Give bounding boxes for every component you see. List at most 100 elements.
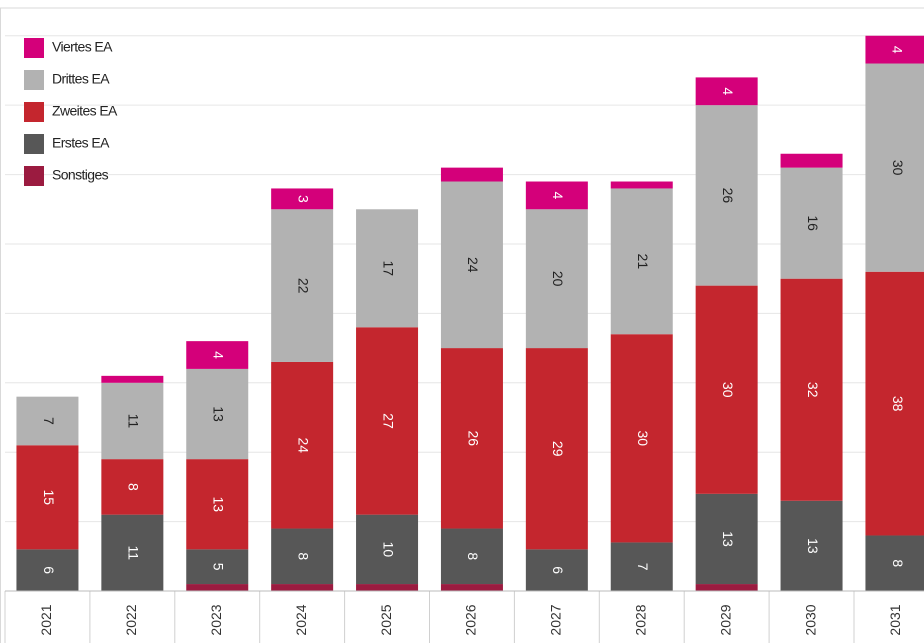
bar-segment	[16, 445, 79, 550]
bar-segment	[780, 278, 843, 501]
bar-segment	[695, 77, 758, 106]
bar-segment	[780, 167, 843, 279]
data-label: 4	[211, 351, 227, 359]
bar-segment	[865, 271, 924, 536]
data-label: 8	[890, 559, 906, 567]
data-label: 13	[211, 406, 227, 422]
data-label: 16	[805, 215, 821, 231]
bar-segment	[186, 341, 249, 369]
x-tick-label: 2031	[887, 604, 903, 635]
bar-segment	[695, 105, 758, 286]
legend-swatch	[24, 102, 44, 122]
data-label: 32	[805, 382, 821, 398]
x-tick-label: 2028	[632, 604, 648, 635]
data-label: 4	[890, 46, 906, 54]
bar-segment	[610, 542, 673, 591]
bar-segment	[865, 535, 924, 591]
data-label: 20	[550, 271, 566, 287]
data-label: 8	[126, 483, 142, 491]
x-tick-label: 2027	[548, 604, 564, 635]
data-label: 17	[380, 260, 396, 276]
legend-swatch	[24, 166, 44, 186]
bar-segment	[271, 528, 334, 585]
bar-segment	[440, 584, 503, 591]
bar-segment	[101, 382, 164, 460]
x-tick-label: 2024	[293, 604, 309, 635]
bar-segment	[525, 181, 588, 210]
data-label: 11	[126, 414, 142, 429]
data-label: 22	[295, 278, 311, 294]
data-label: 38	[890, 396, 906, 412]
bar-segment	[101, 459, 164, 515]
legend-label: Erstes EA	[52, 135, 110, 151]
bar-segment	[525, 348, 588, 550]
data-label: 15	[41, 490, 57, 506]
bar-segment	[610, 334, 673, 543]
legend-swatch	[24, 134, 44, 154]
bar-segment	[186, 584, 249, 591]
bar-segment	[610, 188, 673, 335]
bar-segment	[356, 209, 419, 328]
bar-segment	[525, 549, 588, 591]
legend-label: Sonstiges	[52, 167, 109, 183]
bar-segment	[271, 361, 334, 529]
legend-swatch	[24, 38, 44, 58]
x-tick-label: 2030	[802, 604, 818, 635]
data-label: 24	[465, 257, 481, 273]
data-label: 30	[890, 160, 906, 176]
bar-segment	[271, 584, 334, 591]
bar-segment	[865, 63, 924, 272]
data-label: 8	[465, 552, 481, 560]
data-label: 24	[295, 437, 311, 453]
data-label: 3	[295, 195, 311, 203]
bar-segment	[440, 181, 503, 349]
legend-label: Viertes EA	[52, 39, 113, 55]
data-label: 10	[380, 542, 396, 558]
legend-label: Zweites EA	[52, 103, 118, 119]
bar-segment	[780, 153, 843, 168]
data-label: 11	[126, 546, 142, 561]
data-label: 26	[465, 431, 481, 447]
data-label: 29	[550, 441, 566, 457]
bar-segment	[356, 327, 419, 515]
bar-segment	[780, 500, 843, 591]
data-label: 7	[635, 563, 651, 571]
legend-label: Drittes EA	[52, 71, 110, 87]
x-tick-label: 2023	[208, 604, 224, 635]
x-tick-label: 2029	[717, 604, 733, 635]
x-tick-label: 2021	[38, 604, 54, 635]
x-tick-label: 2026	[463, 604, 479, 635]
data-label: 5	[211, 563, 227, 571]
bar-segment	[186, 549, 249, 585]
bar-segment	[525, 209, 588, 349]
data-label: 30	[635, 431, 651, 447]
data-label: 8	[295, 552, 311, 560]
data-label: 7	[41, 417, 57, 425]
bar-segment	[16, 396, 79, 446]
bar-segment	[271, 188, 334, 210]
bar-segment	[865, 35, 924, 64]
bar-segment	[356, 514, 419, 585]
x-tick-label: 2022	[123, 604, 139, 635]
data-label: 4	[720, 87, 736, 95]
bar-segment	[695, 285, 758, 494]
bar-segment	[356, 584, 419, 591]
x-tick-label: 2025	[378, 604, 394, 635]
data-label: 26	[720, 188, 736, 204]
bar-segment	[16, 549, 79, 591]
data-label: 13	[211, 496, 227, 512]
bar-segment	[440, 528, 503, 585]
data-label: 13	[805, 538, 821, 554]
bar-segment	[186, 459, 249, 550]
bar-segment	[101, 514, 164, 591]
plot-frame	[0, 7, 924, 643]
legend-swatch	[24, 70, 44, 90]
data-label: 13	[720, 531, 736, 547]
data-label: 21	[635, 254, 651, 270]
bar-segment	[695, 493, 758, 585]
bar-segment	[440, 348, 503, 529]
bar-segment	[440, 167, 503, 182]
data-label: 6	[41, 566, 57, 574]
data-label: 4	[550, 191, 566, 199]
